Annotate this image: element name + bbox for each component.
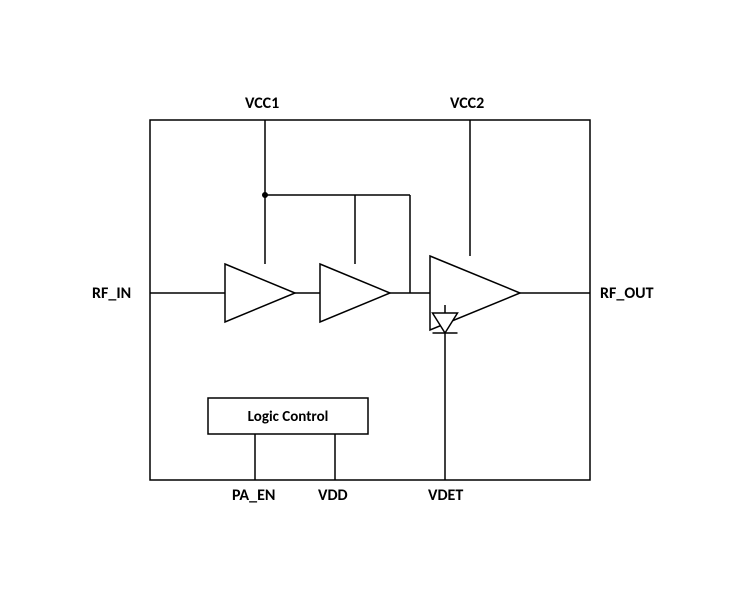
logic-control-label: Logic Control	[248, 408, 329, 426]
pin-label-rf_in: RF_IN	[92, 284, 131, 303]
pin-label-vcc1: VCC1	[245, 94, 279, 113]
amplifier-1	[225, 264, 295, 322]
pin-label-vcc2: VCC2	[450, 94, 484, 113]
pin-label-pa_en: PA_EN	[232, 486, 275, 505]
diode-symbol	[433, 305, 458, 362]
pin-label-vdet: VDET	[428, 486, 463, 505]
logic-control-block: Logic Control	[208, 398, 368, 434]
amplifiers-group	[225, 256, 520, 330]
amplifier-2	[320, 264, 390, 322]
pin-label-rf_out: RF_OUT	[600, 284, 654, 303]
junction-dot	[263, 193, 268, 198]
pin-label-vdd: VDD	[318, 486, 348, 505]
